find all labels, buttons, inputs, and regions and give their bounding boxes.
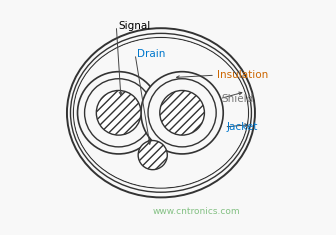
Text: Jacket: Jacket <box>226 122 258 132</box>
Circle shape <box>85 79 153 147</box>
Circle shape <box>148 79 216 147</box>
Circle shape <box>138 141 167 170</box>
Circle shape <box>96 90 141 135</box>
Text: Shield: Shield <box>221 94 254 104</box>
Text: Insulation: Insulation <box>217 70 268 80</box>
Text: Drain: Drain <box>137 49 165 59</box>
Ellipse shape <box>74 38 248 188</box>
Text: Signal: Signal <box>118 21 151 31</box>
Text: www.cntronics.com: www.cntronics.com <box>153 207 240 216</box>
Ellipse shape <box>67 28 255 197</box>
Circle shape <box>78 72 160 154</box>
Circle shape <box>141 72 223 154</box>
Circle shape <box>160 90 204 135</box>
Circle shape <box>138 141 167 170</box>
